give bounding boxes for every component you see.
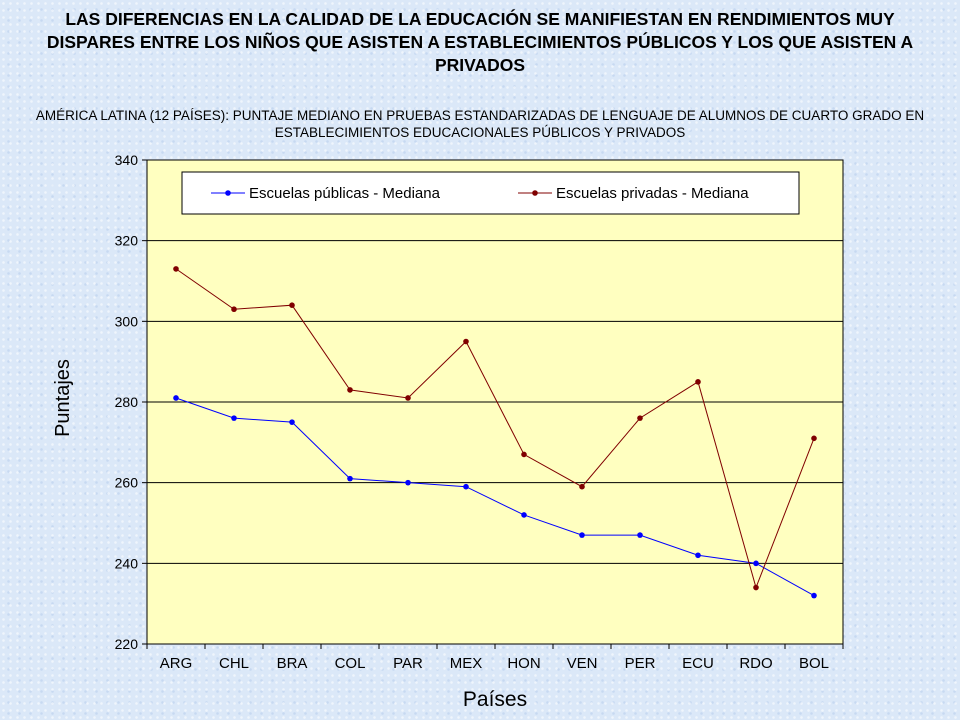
x-tick-label: BOL (799, 655, 829, 672)
data-point-0 (811, 592, 817, 599)
y-tick-label: 280 (115, 394, 139, 410)
data-point-1 (463, 338, 469, 345)
y-tick-label: 340 (115, 152, 139, 168)
data-point-1 (347, 387, 353, 393)
data-point-0 (579, 532, 585, 538)
x-tick-label: MEX (450, 655, 483, 672)
y-tick-label: 260 (115, 475, 139, 491)
legend-label-publicas: Escuelas públicas - Mediana (249, 185, 441, 202)
x-tick-label: CHL (219, 655, 249, 672)
y-tick-label: 220 (115, 636, 139, 652)
x-tick-label: ECU (682, 655, 714, 672)
x-tick-label: VEN (567, 655, 598, 672)
legend-marker-publicas (225, 190, 231, 196)
data-point-1 (405, 395, 411, 401)
y-axis: 220 240 260 280 300 320 340 (115, 152, 147, 652)
data-point-1 (637, 415, 643, 421)
data-point-0 (289, 419, 295, 425)
series-line-1 (175, 268, 815, 590)
series-group (173, 266, 817, 599)
x-tick-label: PER (625, 655, 656, 672)
data-point-1 (695, 379, 701, 385)
x-tick-label: HON (507, 655, 540, 672)
chart-subtitle: AMÉRICA LATINA (12 PAÍSES): PUNTAJE MEDI… (35, 108, 925, 140)
data-point-0 (637, 532, 643, 538)
x-tick-label: PAR (393, 655, 423, 672)
x-axis: ARG CHL BRA COL PAR MEX HON VEN PER ECU RDO BOL (146, 644, 844, 672)
data-point-1 (231, 306, 237, 313)
data-point-0 (173, 395, 179, 401)
data-point-1 (811, 435, 817, 442)
y-tick-label: 300 (115, 313, 139, 329)
data-point-0 (695, 552, 701, 559)
x-tick-label: COL (335, 655, 366, 672)
legend-box (181, 171, 800, 215)
data-point-0 (463, 483, 469, 490)
legend-marker-privadas (532, 190, 538, 196)
data-point-0 (521, 512, 527, 518)
y-tick-label: 320 (115, 233, 139, 249)
data-point-0 (405, 479, 411, 486)
data-point-1 (579, 483, 585, 490)
data-point-1 (289, 302, 295, 309)
gridlines (147, 240, 843, 564)
data-point-1 (521, 451, 527, 458)
data-point-1 (173, 266, 179, 272)
legend: Escuelas públicas - Mediana Escuelas pri… (181, 171, 800, 215)
data-point-0 (347, 475, 353, 482)
x-tick-label: ARG (160, 655, 193, 672)
y-axis-title: Puntajes (52, 359, 74, 437)
data-point-0 (231, 415, 237, 421)
y-tick-label: 240 (115, 555, 139, 571)
data-point-1 (753, 584, 759, 591)
legend-label-privadas: Escuelas privadas - Mediana (556, 185, 749, 202)
page-title: LAS DIFERENCIAS EN LA CALIDAD DE LA EDUC… (46, 9, 914, 75)
x-tick-label: RDO (739, 655, 772, 672)
x-tick-label: BRA (277, 655, 308, 672)
data-point-0 (753, 560, 759, 567)
series-line-0 (175, 397, 815, 597)
x-axis-title: Países (463, 688, 527, 711)
